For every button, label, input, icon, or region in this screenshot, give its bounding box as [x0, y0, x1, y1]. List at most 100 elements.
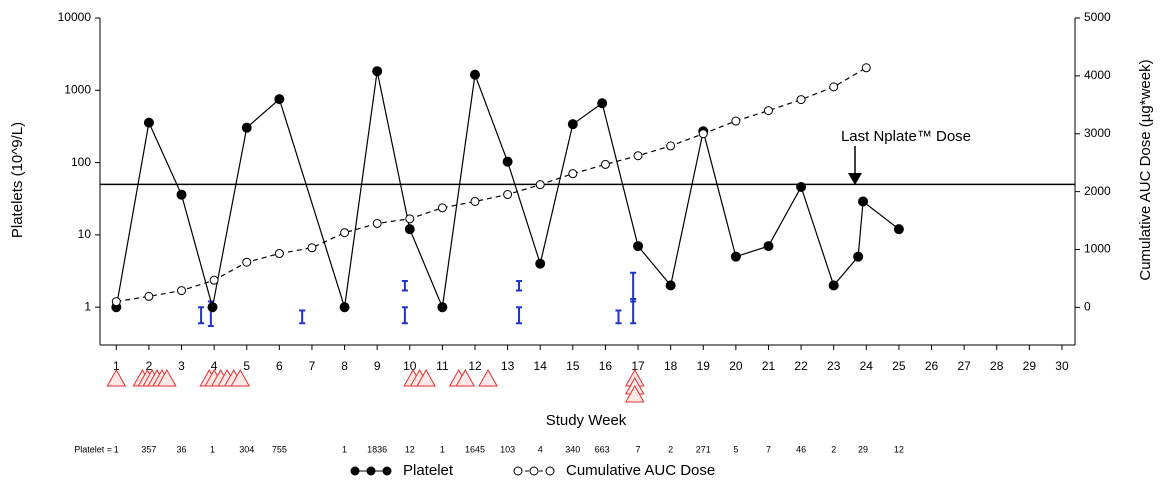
value-label: 755	[272, 444, 287, 454]
value-label: 36	[177, 444, 187, 454]
event-bar	[299, 309, 306, 325]
value-label: 1836	[367, 444, 387, 454]
value-label: 12	[405, 444, 415, 454]
value-label: 7	[636, 444, 641, 454]
x-axis-label: Study Week	[546, 412, 627, 429]
legend-marker	[545, 466, 555, 476]
point	[698, 129, 708, 139]
x-tick-label: 21	[762, 359, 776, 373]
event-marker	[624, 384, 645, 403]
y-tick-label: 1000	[64, 82, 91, 96]
legend-marker	[366, 466, 376, 476]
event-bar	[516, 306, 523, 325]
value-label: 46	[796, 444, 806, 454]
x-tick-label: 11	[436, 359, 449, 373]
event-bar	[401, 306, 408, 325]
event-bar	[630, 271, 637, 303]
event-bar	[198, 306, 205, 325]
legend-marker	[529, 466, 539, 476]
x-tick-label: 26	[925, 359, 939, 373]
y2-tick-label: 2000	[1084, 184, 1111, 198]
point	[307, 243, 317, 253]
point	[828, 280, 839, 291]
point	[404, 224, 415, 235]
x-tick-label: 19	[697, 359, 711, 373]
x-tick-label: 10	[403, 359, 417, 373]
value-label: 2	[668, 444, 673, 454]
event-marker	[455, 368, 476, 387]
event-marker	[156, 368, 177, 387]
point	[274, 249, 284, 259]
point	[503, 190, 513, 200]
x-tick-label: 20	[729, 359, 743, 373]
event-bar	[615, 309, 622, 325]
annotation: Last Nplate™ Dose	[841, 128, 971, 145]
point	[763, 241, 774, 252]
x-tick-label: 16	[599, 359, 613, 373]
x-tick-label: 4	[211, 359, 218, 373]
point	[893, 224, 904, 235]
x-tick-label: 17	[631, 359, 645, 373]
y-tick-label: 10	[78, 227, 92, 241]
value-label: 1	[342, 444, 347, 454]
value-label: 304	[239, 444, 254, 454]
event-bar	[630, 297, 637, 325]
point	[796, 95, 806, 105]
point	[470, 196, 480, 206]
event-marker	[416, 368, 436, 387]
y2-tick-label: 3000	[1084, 126, 1111, 140]
y2-tick-label: 0	[1084, 300, 1091, 314]
event-marker	[106, 368, 127, 387]
x-tick-label: 12	[468, 359, 482, 373]
value-label: 12	[894, 444, 904, 454]
x-tick-label: 30	[1055, 359, 1069, 373]
value-label: 663	[595, 444, 610, 454]
value-label: 357	[141, 444, 156, 454]
point	[829, 82, 839, 92]
point	[470, 69, 480, 80]
point	[633, 241, 644, 252]
value-label: 271	[696, 444, 711, 454]
x-tick-label: 27	[957, 359, 971, 373]
x-tick-label: 25	[892, 359, 906, 373]
point	[568, 169, 578, 179]
legend-label: Cumulative AUC Dose	[566, 462, 715, 479]
point	[209, 275, 219, 285]
point	[241, 122, 252, 133]
value-label: 1645	[465, 444, 485, 454]
value-label: 103	[500, 444, 515, 454]
point	[437, 203, 447, 213]
point	[405, 214, 415, 224]
x-tick-label: 8	[341, 359, 348, 373]
x-tick-label: 7	[309, 359, 316, 373]
point	[111, 297, 121, 307]
value-label: 29	[858, 444, 868, 454]
point	[763, 106, 773, 116]
x-tick-label: 15	[566, 359, 580, 373]
x-tick-label: 6	[276, 359, 283, 373]
point	[665, 280, 676, 291]
y2-axis-label: Cumulative AUC Dose (µg*week)	[1137, 59, 1154, 280]
point	[372, 66, 383, 77]
value-label: 5	[733, 444, 738, 454]
point	[796, 181, 807, 192]
x-tick-label: 28	[990, 359, 1004, 373]
point	[731, 116, 741, 126]
x-tick-label: 3	[178, 359, 185, 373]
point	[861, 63, 871, 73]
point	[858, 196, 869, 207]
point	[597, 98, 608, 109]
point	[143, 117, 154, 128]
point	[600, 159, 610, 169]
point	[144, 291, 154, 301]
point	[730, 251, 741, 262]
x-tick-label: 2	[146, 359, 153, 373]
x-tick-label: 9	[374, 359, 381, 373]
y2-tick-label: 5000	[1084, 10, 1111, 24]
point	[437, 302, 448, 313]
series-line	[116, 67, 867, 303]
y-tick-label: 10000	[58, 10, 92, 24]
event-bar	[401, 280, 408, 292]
point	[339, 302, 350, 313]
